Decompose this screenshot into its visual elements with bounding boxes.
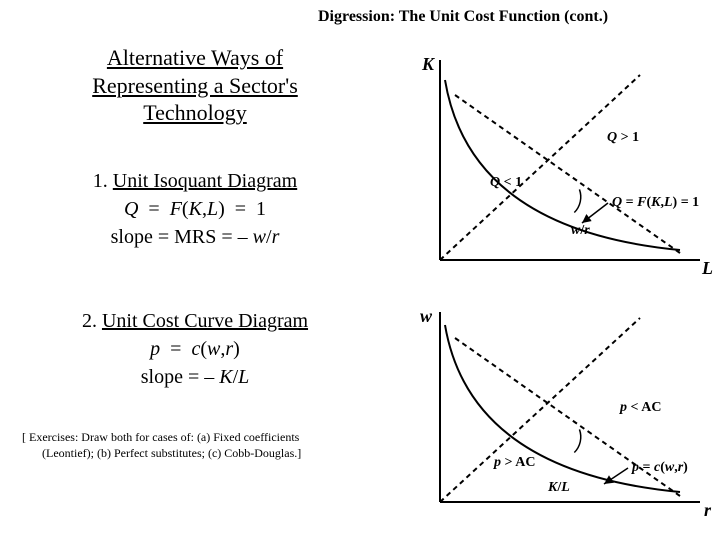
d2-annot-p-gt-ac: p > AC	[494, 455, 535, 471]
d2-annot-p-eq-c: p = c(w,r)	[632, 460, 688, 476]
diagram-isoquant	[440, 60, 700, 260]
d1-x-axis-label: L	[702, 258, 713, 279]
d1-annot-q-eq-f: Q = F(K,L) = 1	[612, 195, 699, 211]
d1-y-axis-label: K	[422, 54, 434, 75]
d2-annot-k-over-l: K/L	[548, 480, 570, 496]
diagrams-svg	[0, 0, 720, 540]
d1-annot-q-gt-1: Q > 1	[607, 130, 639, 146]
slide-root: Digression: The Unit Cost Function (cont…	[0, 0, 720, 540]
d1-annot-w-over-r: w/r	[571, 223, 590, 239]
d1-annot-q-lt-1: Q < 1	[490, 175, 522, 191]
d2-y-axis-label: w	[420, 306, 432, 327]
d2-x-axis-label: r	[704, 500, 711, 521]
d2-annot-p-lt-ac: p < AC	[620, 400, 661, 416]
